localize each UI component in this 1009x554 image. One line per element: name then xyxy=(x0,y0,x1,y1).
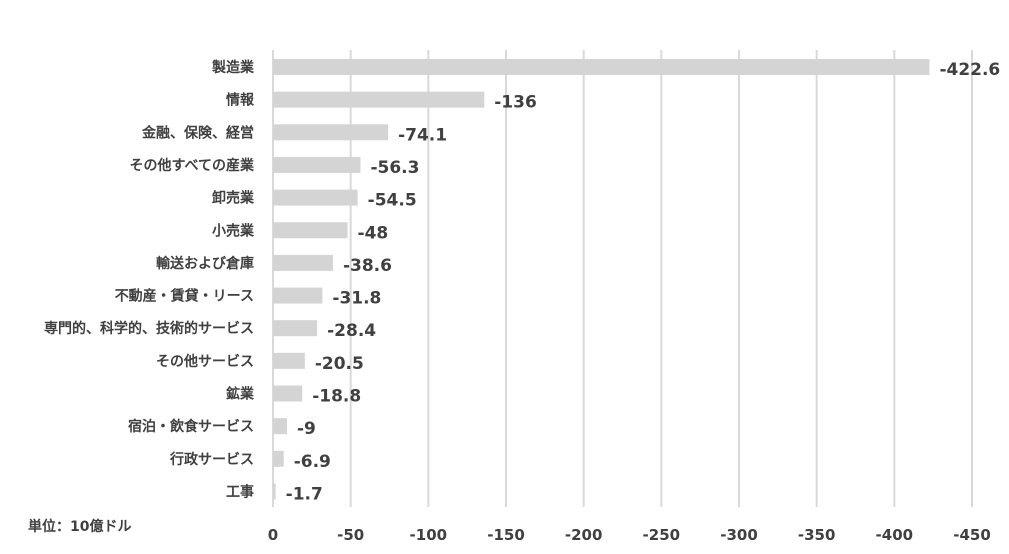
category-label: 専門的、科学的、技術的サービス xyxy=(44,320,254,337)
unit-note: 単位：10億ドル xyxy=(28,518,131,535)
x-tick-label: -100 xyxy=(410,526,448,544)
data-label: -6.9 xyxy=(294,452,331,472)
category-label: 宿泊・飲食サービス xyxy=(128,418,254,435)
data-label: -422.6 xyxy=(939,60,1000,80)
data-label: -31.8 xyxy=(332,289,381,309)
category-label: 行政サービス xyxy=(169,451,254,468)
bar xyxy=(273,320,318,337)
category-label: 卸売業 xyxy=(212,190,255,207)
bar xyxy=(273,385,303,402)
data-labels: -422.6 -136 -74.1 -56.3 -54.5 -48 -38.6 -31.8 -2… xyxy=(286,60,1001,504)
bar xyxy=(273,91,485,108)
category-labels: 製造業情報金融、保険、経営その他すべての産業卸売業小売業輸送および倉庫不動産・賃… xyxy=(44,59,255,500)
data-label: -48 xyxy=(358,223,389,243)
data-label: -18.8 xyxy=(312,387,361,407)
bar xyxy=(273,124,389,141)
data-label: -28.4 xyxy=(327,321,376,341)
category-label: 製造業 xyxy=(211,59,255,76)
bar xyxy=(273,59,930,75)
x-tick-label: -50 xyxy=(337,526,364,544)
bar xyxy=(273,287,323,304)
x-tick-label: -350 xyxy=(798,526,836,544)
data-label: -54.5 xyxy=(368,191,417,211)
x-tick-label: -400 xyxy=(876,526,914,544)
data-label: -136 xyxy=(494,93,537,113)
category-label: 輸送および倉庫 xyxy=(156,255,254,272)
bar xyxy=(273,483,276,500)
bars xyxy=(273,59,930,500)
x-tick-label: -450 xyxy=(953,526,991,544)
bar xyxy=(273,222,348,239)
category-label: 小売業 xyxy=(212,222,255,239)
x-tick-label: 0 xyxy=(268,526,278,544)
category-label: 鉱業 xyxy=(226,386,255,403)
category-label: 情報 xyxy=(226,92,255,109)
x-tick-label: -300 xyxy=(720,526,758,544)
bar xyxy=(273,156,361,173)
x-tick-label: -250 xyxy=(643,526,681,544)
bar xyxy=(273,254,333,271)
data-label: -1.7 xyxy=(286,484,323,504)
bar xyxy=(273,418,287,435)
x-tick-label: -200 xyxy=(565,526,603,544)
data-label: -56.3 xyxy=(370,158,419,178)
category-label: 金融、保険、経営 xyxy=(141,124,254,141)
data-label: -20.5 xyxy=(315,354,364,374)
category-label: 不動産・賃貸・リース xyxy=(115,288,254,305)
gridlines xyxy=(272,50,973,507)
category-label: その他すべての産業 xyxy=(130,157,255,174)
data-label: -74.1 xyxy=(398,125,447,145)
x-axis-ticks: 0 -50 -100 -150 -200 -250 -300 -350 -400 -450 xyxy=(268,526,991,544)
category-label: 工事 xyxy=(226,483,254,500)
category-label: その他サービス xyxy=(156,353,254,370)
data-label: -38.6 xyxy=(343,256,392,276)
data-label: -9 xyxy=(297,419,316,439)
bar xyxy=(273,450,284,467)
bar xyxy=(273,189,358,206)
bar xyxy=(273,352,305,369)
x-tick-label: -150 xyxy=(487,526,525,544)
